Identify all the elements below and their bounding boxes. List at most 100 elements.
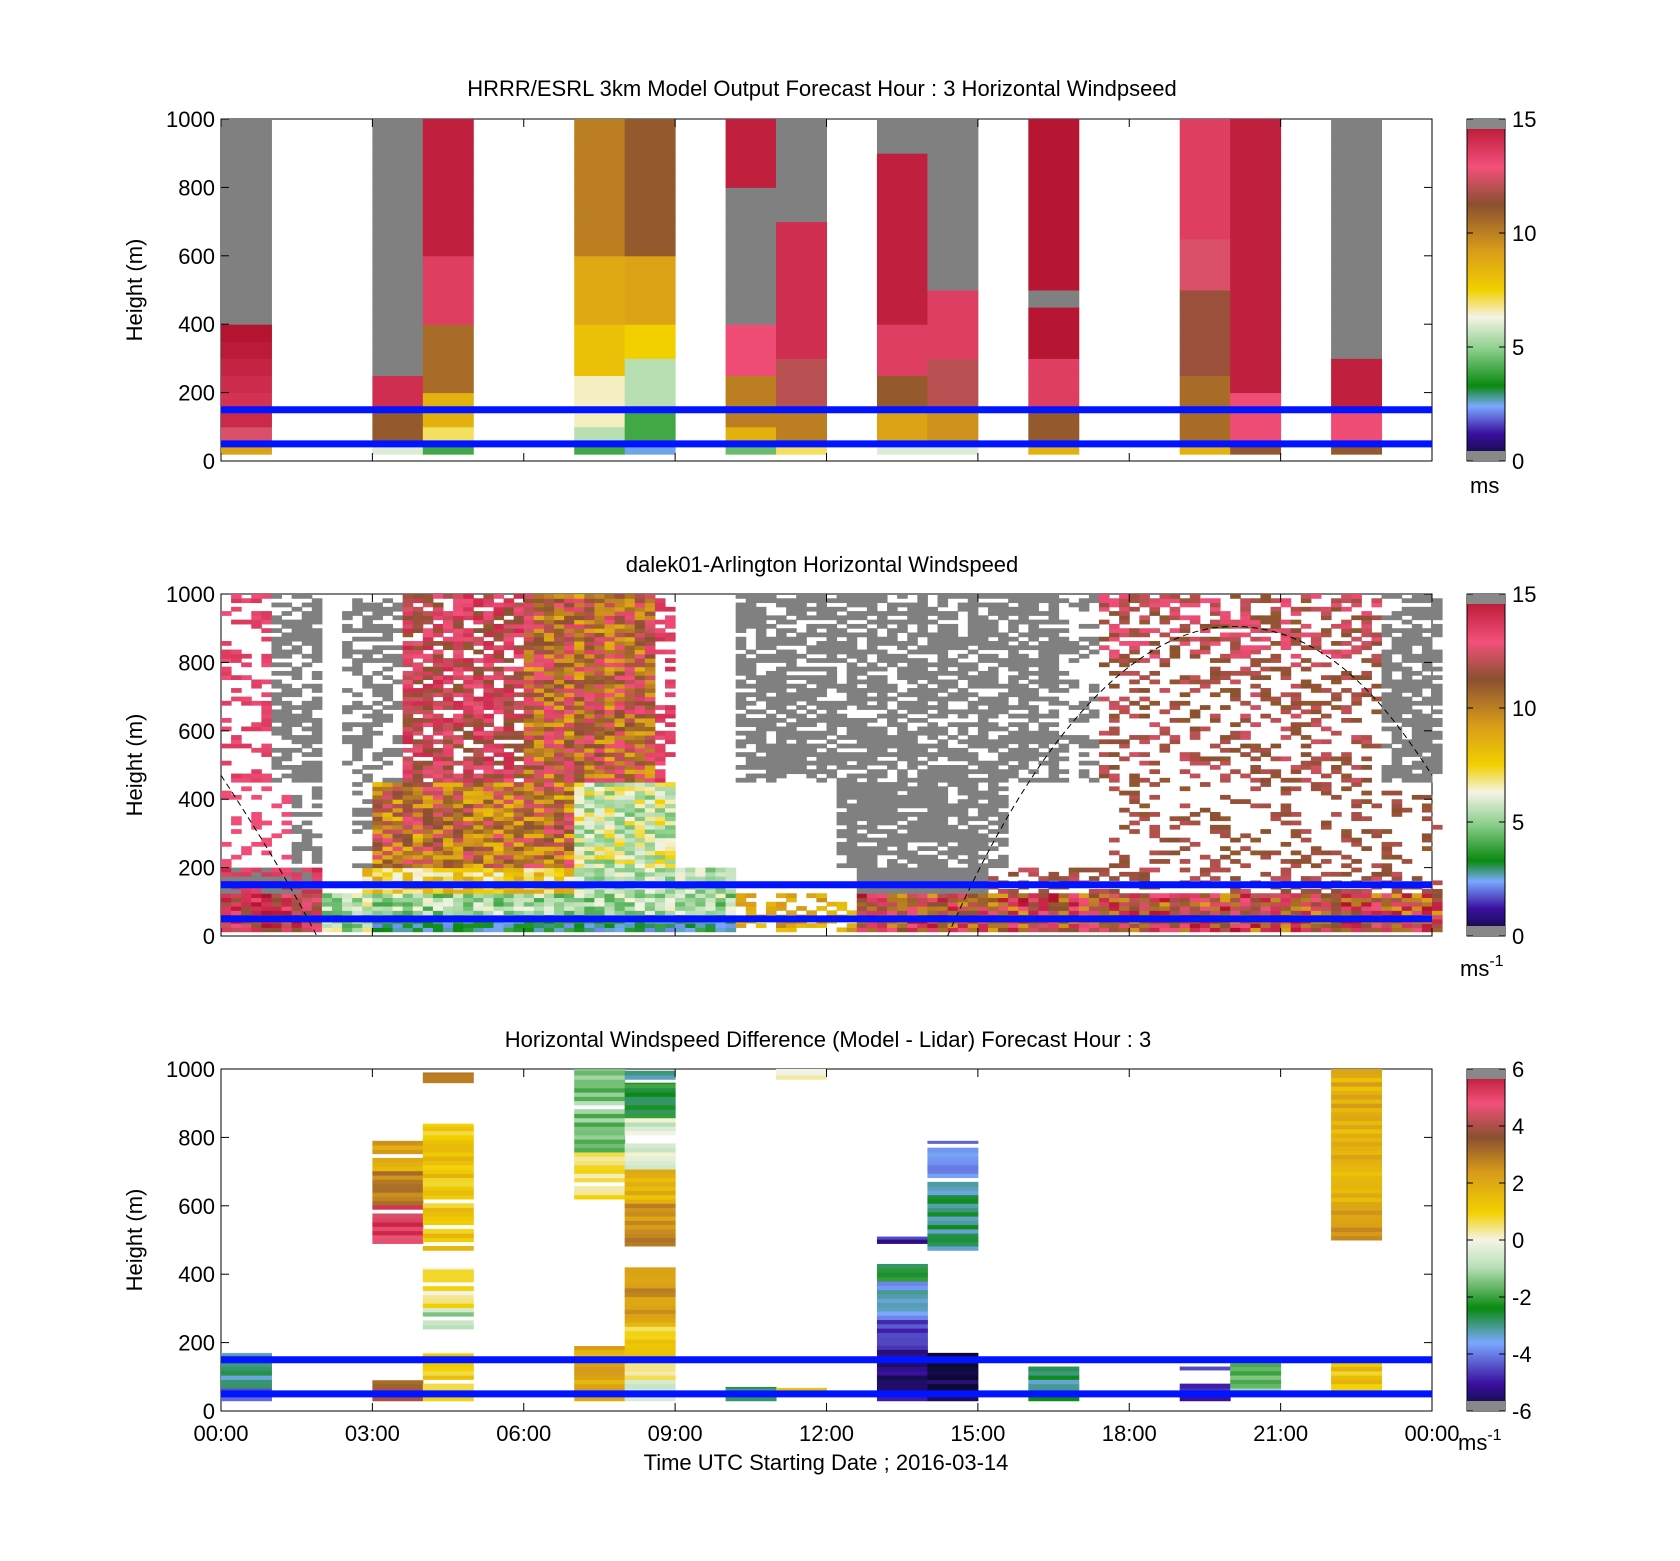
heatmap-cell bbox=[917, 906, 928, 911]
heatmap-cell bbox=[584, 713, 595, 719]
heatmap-cell bbox=[685, 871, 696, 877]
heatmap-cell bbox=[634, 619, 646, 625]
heatmap-cell bbox=[443, 769, 454, 775]
heatmap-cell bbox=[422, 812, 434, 817]
heatmap-cell bbox=[957, 726, 969, 732]
heatmap-cell bbox=[937, 871, 949, 877]
heatmap-cell bbox=[543, 790, 555, 796]
heatmap-cell bbox=[594, 876, 605, 881]
heatmap-cell bbox=[594, 927, 605, 933]
heatmap-cell bbox=[1048, 897, 1060, 903]
heatmap-cell bbox=[221, 876, 232, 881]
heatmap-cell bbox=[776, 375, 827, 394]
heatmap-cell bbox=[221, 670, 232, 676]
heatmap-cell bbox=[1109, 923, 1120, 928]
heatmap-cell bbox=[937, 641, 949, 646]
heatmap-cell bbox=[644, 619, 656, 625]
heatmap-cell bbox=[513, 790, 525, 796]
heatmap-cell bbox=[977, 871, 989, 877]
heatmap-cell bbox=[887, 653, 898, 659]
heatmap-cell bbox=[1129, 871, 1140, 877]
heatmap-cell bbox=[614, 846, 626, 851]
heatmap-cell bbox=[412, 688, 424, 693]
heatmap-cell bbox=[1028, 752, 1039, 757]
heatmap-cell bbox=[735, 658, 747, 663]
heatmap-cell bbox=[574, 854, 585, 860]
heatmap-cell bbox=[443, 833, 454, 839]
heatmap-cell bbox=[876, 816, 888, 822]
heatmap-cell bbox=[584, 824, 595, 830]
heatmap-cell bbox=[311, 636, 323, 642]
heatmap-cell bbox=[513, 863, 525, 869]
heatmap-cell bbox=[483, 799, 494, 804]
heatmap-cell bbox=[725, 888, 737, 894]
heatmap-cell bbox=[1048, 893, 1060, 899]
heatmap-cell bbox=[574, 743, 585, 749]
heatmap-cell bbox=[231, 897, 242, 903]
heatmap-cell bbox=[1038, 675, 1050, 680]
heatmap-cell bbox=[917, 773, 928, 779]
heatmap-cell bbox=[372, 901, 383, 907]
heatmap-cell bbox=[665, 901, 676, 907]
heatmap-cell bbox=[604, 658, 616, 663]
heatmap-cell bbox=[594, 688, 605, 693]
heatmap-cell bbox=[523, 760, 535, 766]
heatmap-cell bbox=[1129, 777, 1140, 783]
heatmap-cell bbox=[654, 824, 666, 830]
heatmap-cell bbox=[594, 623, 605, 629]
heatmap-cell bbox=[897, 653, 908, 659]
heatmap-cell bbox=[836, 816, 848, 822]
heatmap-cell bbox=[998, 760, 1009, 766]
heatmap-cell bbox=[584, 743, 595, 749]
heatmap-cell bbox=[907, 897, 918, 903]
heatmap-cell bbox=[765, 683, 777, 689]
heatmap-cell bbox=[977, 816, 989, 822]
heatmap-cell bbox=[776, 735, 787, 740]
heatmap-cell bbox=[392, 653, 404, 659]
heatmap-cell bbox=[271, 756, 283, 762]
heatmap-cell bbox=[957, 897, 969, 903]
heatmap-cell bbox=[372, 850, 383, 856]
heatmap-cell bbox=[281, 722, 293, 728]
heatmap-cell bbox=[796, 692, 807, 698]
heatmap-cell bbox=[897, 799, 908, 804]
heatmap-cell bbox=[776, 307, 827, 325]
heatmap-cell bbox=[614, 700, 626, 706]
heatmap-cell bbox=[887, 888, 898, 894]
heatmap-cell bbox=[402, 786, 414, 792]
heatmap-cell bbox=[856, 653, 868, 659]
heatmap-cell bbox=[614, 632, 626, 638]
heatmap-cell bbox=[241, 923, 252, 928]
heatmap-cell bbox=[543, 752, 555, 757]
heatmap-cell bbox=[907, 799, 918, 804]
heatmap-cell bbox=[776, 153, 827, 171]
heatmap-cell bbox=[382, 636, 394, 642]
heatmap-cell bbox=[221, 927, 232, 933]
heatmap-cell bbox=[392, 820, 404, 826]
heatmap-cell bbox=[261, 923, 272, 928]
heatmap-cell bbox=[765, 700, 777, 706]
heatmap-cell bbox=[987, 611, 999, 616]
heatmap-cell bbox=[866, 812, 878, 817]
heatmap-cell bbox=[372, 722, 383, 728]
heatmap-cell bbox=[1058, 923, 1070, 928]
heatmap-cell bbox=[1129, 735, 1140, 740]
heatmap-cell bbox=[473, 859, 484, 864]
heatmap-cell bbox=[402, 705, 414, 710]
heatmap-cell bbox=[1129, 790, 1140, 796]
heatmap-cell bbox=[786, 756, 797, 762]
heatmap-cell bbox=[483, 756, 494, 762]
heatmap-cell bbox=[241, 653, 252, 659]
heatmap-cell bbox=[473, 906, 484, 911]
heatmap-cell bbox=[998, 906, 1009, 911]
heatmap-cell bbox=[846, 794, 858, 800]
heatmap-cell bbox=[564, 888, 575, 894]
heatmap-cell bbox=[513, 859, 525, 864]
heatmap-cell bbox=[675, 906, 686, 911]
heatmap-cell bbox=[856, 679, 868, 685]
heatmap-cell bbox=[644, 871, 656, 877]
heatmap-cell bbox=[765, 756, 777, 762]
heatmap-cell bbox=[372, 358, 424, 376]
heatmap-cell bbox=[856, 782, 868, 787]
heatmap-cell bbox=[493, 888, 505, 894]
